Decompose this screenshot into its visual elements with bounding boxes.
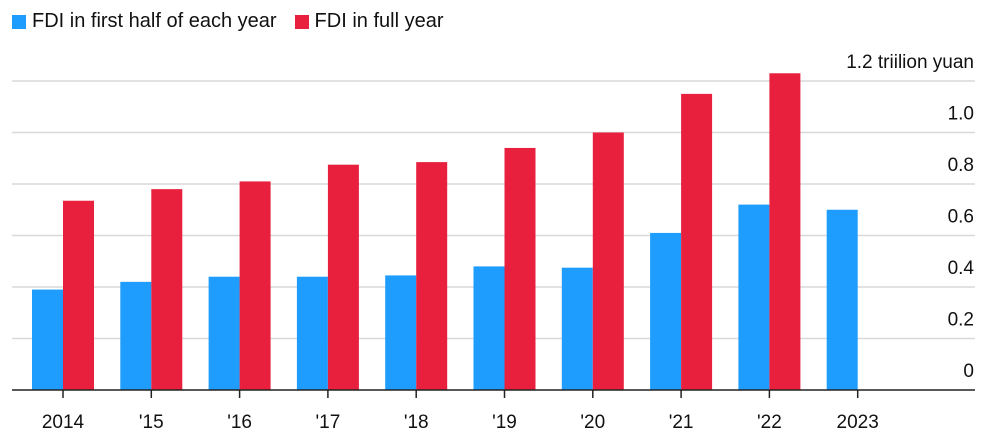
y-tick-label: 1.2 triilion yuan [846,52,974,73]
bar-full-year [769,73,801,391]
y-tick-label: 0.6 [948,207,974,228]
bar-first-half [738,204,770,390]
bar-full-year [327,164,359,390]
y-tick-label: 0.4 [948,258,975,279]
x-tick-label: '22 [757,412,782,433]
bar-first-half [120,281,152,390]
x-tick-label: '16 [227,412,252,433]
bar-first-half [208,276,240,390]
bar-full-year [504,147,536,390]
legend-label-first-half: FDI in first half of each year [32,10,277,32]
bar-full-year [416,162,448,390]
x-tick-label: '19 [492,412,517,433]
bar-first-half [561,267,593,390]
y-tick-label: 0.8 [948,155,974,176]
x-tick-label: '15 [139,412,164,433]
x-tick-label: 2014 [42,412,85,433]
bar-full-year [63,200,94,390]
bar-first-half [385,275,417,390]
y-tick-label: 1.0 [948,104,974,125]
y-tick-label: 0.2 [948,310,974,331]
bar-first-half [32,289,63,390]
x-tick-label: '18 [404,412,429,433]
legend-item-full-year: FDI in full year [294,10,444,33]
legend-swatch-first-half [12,14,26,29]
x-tick-label: '17 [316,412,341,433]
bar-first-half [826,209,858,390]
x-tick-label: '20 [580,412,605,433]
bar-first-half [473,266,505,390]
bar-first-half [650,232,682,390]
legend-swatch-full-year [294,14,309,29]
bar-first-half [296,276,328,390]
x-tick-label: '21 [669,412,694,433]
bar-full-year [681,93,713,390]
legend: FDI in first half of each year FDI in fu… [12,10,443,33]
legend-label-full-year: FDI in full year [314,10,444,32]
bar-full-year [151,189,183,390]
y-tick-label: 0 [963,361,974,382]
x-tick-label: 2023 [837,412,879,433]
bar-full-year [239,181,271,390]
bar-full-year [592,132,624,390]
legend-item-first-half: FDI in first half of each year [12,10,277,33]
